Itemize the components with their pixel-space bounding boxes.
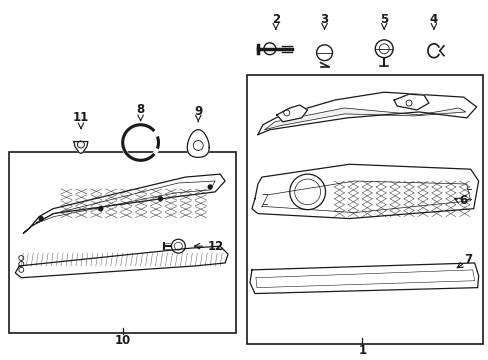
Text: 2: 2 bbox=[271, 13, 279, 26]
Polygon shape bbox=[187, 130, 209, 157]
Text: 6: 6 bbox=[459, 194, 467, 207]
Polygon shape bbox=[15, 246, 227, 278]
Polygon shape bbox=[393, 94, 428, 110]
Text: 7: 7 bbox=[464, 253, 472, 266]
Text: 11: 11 bbox=[73, 111, 89, 124]
Polygon shape bbox=[276, 105, 307, 122]
Polygon shape bbox=[257, 92, 476, 135]
Polygon shape bbox=[249, 263, 478, 293]
Bar bbox=[246, 75, 482, 344]
Polygon shape bbox=[23, 174, 224, 233]
Polygon shape bbox=[264, 108, 465, 130]
Text: 5: 5 bbox=[379, 13, 387, 26]
Circle shape bbox=[99, 207, 102, 211]
Polygon shape bbox=[74, 141, 88, 153]
Circle shape bbox=[158, 197, 162, 201]
Text: 3: 3 bbox=[320, 13, 328, 26]
Text: 10: 10 bbox=[114, 334, 131, 347]
Circle shape bbox=[208, 185, 212, 189]
Polygon shape bbox=[251, 164, 478, 219]
Text: 1: 1 bbox=[358, 344, 366, 357]
Text: 12: 12 bbox=[207, 240, 223, 253]
Circle shape bbox=[39, 217, 43, 221]
Bar bbox=[9, 152, 236, 333]
Text: 4: 4 bbox=[429, 13, 437, 26]
Text: 8: 8 bbox=[136, 103, 144, 117]
Text: 9: 9 bbox=[194, 105, 202, 118]
